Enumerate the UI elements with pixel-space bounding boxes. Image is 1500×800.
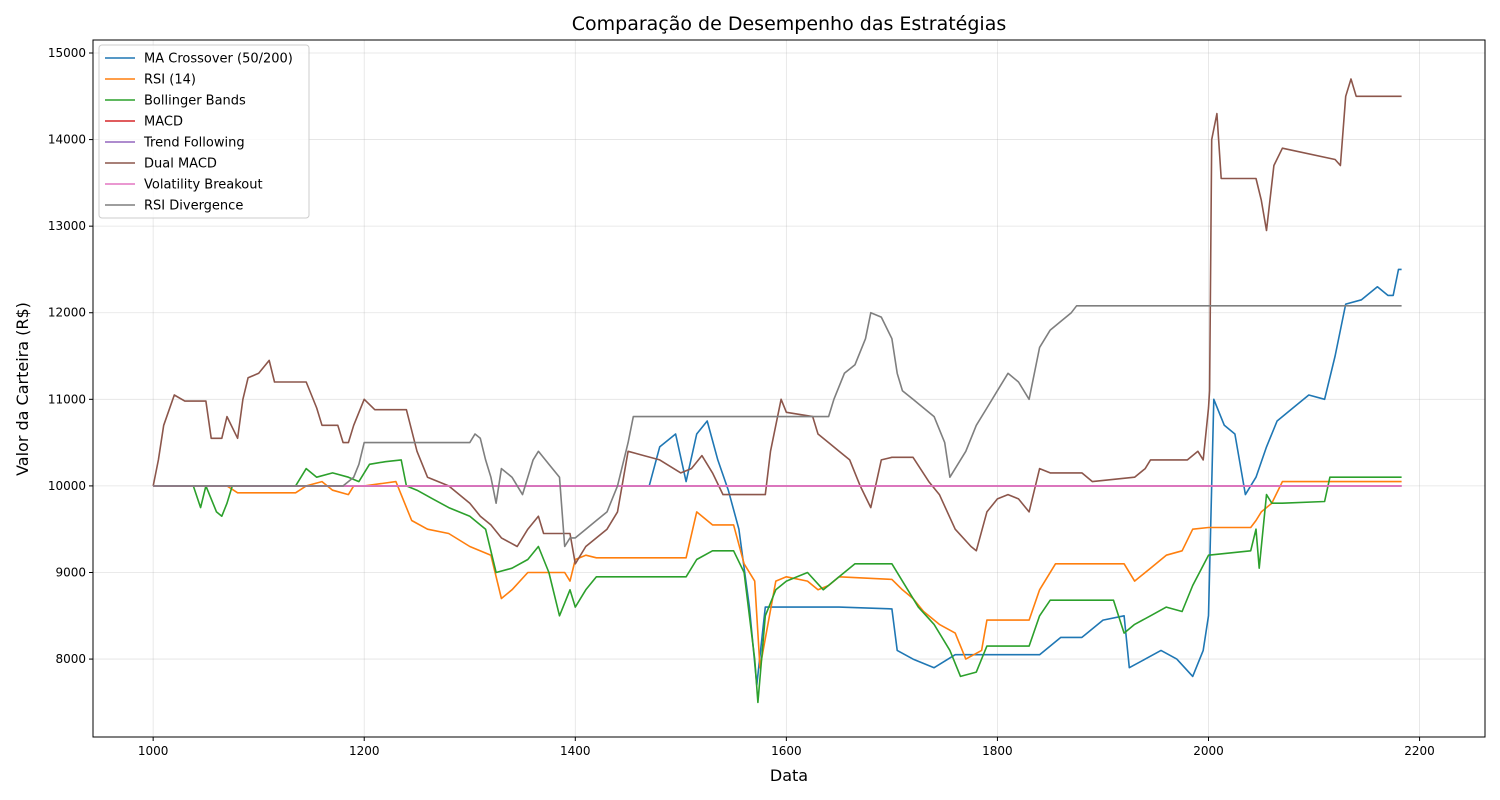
y-tick-label: 10000: [48, 479, 86, 493]
legend-label: MACD: [144, 115, 183, 130]
legend-box: [98, 44, 310, 219]
x-tick-label: 1800: [982, 744, 1013, 758]
legend-label: RSI (14): [144, 73, 196, 88]
series-line-bollinger-bands: [153, 459, 1402, 704]
legend-label: MA Crossover (50/200): [144, 52, 293, 67]
legend-label: RSI Divergence: [144, 199, 243, 214]
y-tick-label: 13000: [48, 219, 86, 233]
series-line-rsi-14: [153, 480, 1402, 669]
x-tick-label: 1000: [138, 744, 169, 758]
series-line-ma-crossover-50-200: [153, 268, 1402, 686]
y-axis-ticks: 8000 9000 10000 11000 12000 13000 14000 15000: [48, 46, 93, 666]
x-tick-label: 1200: [349, 744, 380, 758]
y-tick-label: 14000: [48, 133, 86, 147]
legend-label: Bollinger Bands: [144, 94, 246, 109]
y-tick-label: 15000: [48, 46, 86, 60]
series-lines: [152, 78, 1402, 704]
x-tick-label: 1600: [771, 744, 802, 758]
series-line-rsi-divergence: [153, 304, 1402, 548]
legend-label: Dual MACD: [144, 157, 217, 172]
x-tick-label: 2200: [1404, 744, 1435, 758]
legend: MA Crossover (50/200) RSI (14) Bollinger B…: [98, 44, 310, 219]
y-tick-label: 9000: [55, 565, 86, 579]
y-tick-label: 12000: [48, 306, 86, 320]
series-line-dual-macd: [152, 78, 1402, 565]
x-tick-label: 1400: [560, 744, 591, 758]
y-axis-title: Valor da Carteira (R$): [13, 302, 32, 476]
x-axis-ticks: 1000 1200 1400 1600 1800 2000 2200: [138, 737, 1435, 758]
y-tick-label: 11000: [48, 392, 86, 406]
legend-label: Trend Following: [143, 136, 245, 151]
y-tick-label: 8000: [55, 652, 86, 666]
chart-title: Comparação de Desempenho das Estratégias: [572, 13, 1007, 35]
x-axis-title: Data: [770, 766, 808, 785]
legend-label: Volatility Breakout: [144, 178, 263, 193]
plot-frame: [92, 39, 1486, 738]
x-tick-label: 2000: [1193, 744, 1224, 758]
